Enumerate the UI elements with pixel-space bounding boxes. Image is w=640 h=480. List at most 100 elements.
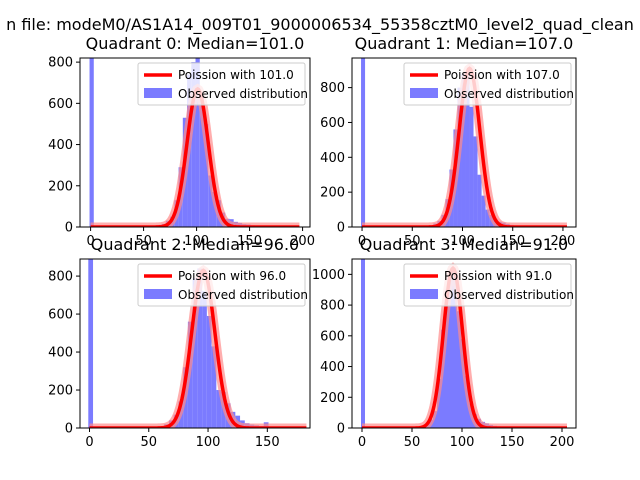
x-tick-label: 100 xyxy=(196,435,221,450)
x-tick-label: 0 xyxy=(358,234,366,249)
y-tick-label: 200 xyxy=(48,384,73,399)
legend-box xyxy=(137,62,306,106)
y-tick-label: 200 xyxy=(48,179,73,194)
histogram-bar xyxy=(469,106,474,227)
histogram-bar xyxy=(88,259,94,428)
x-tick-label: 150 xyxy=(237,234,262,249)
y-tick-label: 400 xyxy=(320,151,345,166)
x-tick-label: 150 xyxy=(500,234,525,249)
y-tick-label: 400 xyxy=(48,346,73,361)
histogram-bar xyxy=(473,136,478,227)
subplot-quadrant-0: 0 50 100 150 200 0 200 400 600 800 Quadrant 0: Med… xyxy=(48,34,315,249)
legend-box xyxy=(403,62,572,106)
y-tick-label: 200 xyxy=(320,391,345,406)
y-tick-label: 600 xyxy=(320,116,345,131)
y-tick-label: 800 xyxy=(48,270,73,285)
legend-label-observed: Observed distribution xyxy=(178,288,308,302)
histogram-bar xyxy=(433,411,437,428)
legend-label-poisson: Poission with 101.0 xyxy=(178,68,294,82)
x-tick-label: 150 xyxy=(255,435,280,450)
y-tick-label: 400 xyxy=(48,138,73,153)
subplot-title: Quadrant 1: Median=107.0 xyxy=(355,34,574,53)
axes-frame xyxy=(351,258,577,429)
y-tick-label: 0 xyxy=(337,422,345,437)
histogram-bar xyxy=(211,346,217,428)
x-tick-label: 50 xyxy=(404,234,421,249)
y-tick-label: 600 xyxy=(48,308,73,323)
histogram-bar xyxy=(449,269,453,428)
y-tick-label: 400 xyxy=(320,360,345,375)
histogram-bar xyxy=(195,58,200,227)
legend-label-observed: Observed distribution xyxy=(444,288,574,302)
subplot-title: Quadrant 2: Median=96.0 xyxy=(91,235,299,254)
histogram-bar xyxy=(461,338,465,428)
axes-frame xyxy=(351,57,577,228)
x-tick-label: 50 xyxy=(135,234,152,249)
histogram-bar xyxy=(208,175,213,227)
x-tick-label: 200 xyxy=(551,234,576,249)
x-tick-label: 0 xyxy=(86,234,94,249)
y-tick-label: 800 xyxy=(320,299,345,314)
y-tick-label: 1000 xyxy=(312,268,345,283)
legend-swatch-observed xyxy=(410,289,438,299)
x-tick-label: 50 xyxy=(404,435,421,450)
histogram-bar xyxy=(89,58,94,227)
legend-swatch-observed xyxy=(144,88,172,98)
y-tick-label: 200 xyxy=(320,186,345,201)
y-tick-label: 600 xyxy=(320,329,345,344)
legend-label-observed: Observed distribution xyxy=(178,87,308,101)
legend-label-poisson: Poission with 107.0 xyxy=(444,68,560,82)
histogram-bar xyxy=(192,277,198,428)
histogram-bar xyxy=(199,95,205,227)
x-tick-label: 150 xyxy=(500,435,525,450)
x-tick-label: 0 xyxy=(358,435,366,450)
legend-label-observed: Observed distribution xyxy=(444,87,574,101)
y-tick-label: 600 xyxy=(48,97,73,112)
histogram-bar xyxy=(457,311,461,428)
plot-area xyxy=(361,259,567,428)
axes-frame xyxy=(79,258,311,429)
histogram-bar xyxy=(206,315,212,428)
axes-frame xyxy=(79,57,311,228)
histogram-bar xyxy=(191,62,196,227)
histogram-bar xyxy=(485,209,490,227)
histogram-bar xyxy=(216,390,222,428)
histogram-bar xyxy=(453,277,457,428)
x-tick-label: 200 xyxy=(550,435,575,450)
subplot-grid: 0 50 100 150 200 0 200 400 600 800 Quadrant 0: Med… xyxy=(48,34,577,450)
subplot-title: Quadrant 0: Median=101.0 xyxy=(86,34,305,53)
x-tick-label: 100 xyxy=(450,234,475,249)
y-tick-label: 800 xyxy=(48,56,73,71)
figure-suptitle: n file: modeM0/AS1A14_009T01_9000006534_… xyxy=(6,15,634,35)
histogram-bar xyxy=(361,58,366,227)
legend-swatch-observed xyxy=(410,88,438,98)
histogram-bar xyxy=(481,195,486,227)
x-tick-label: 100 xyxy=(450,435,475,450)
legend-label-poisson: Poission with 96.0 xyxy=(178,269,286,283)
x-tick-label: 100 xyxy=(184,234,209,249)
subplot-quadrant-1: 0 50 100 150 200 0 200 400 600 800 Quadrant 1: Med… xyxy=(320,34,577,249)
histogram-bar xyxy=(441,329,445,428)
legend-swatch-observed xyxy=(144,289,172,299)
histogram-bar xyxy=(212,191,217,227)
y-tick-label: 800 xyxy=(320,81,345,96)
y-tick-label: 0 xyxy=(65,221,73,236)
x-tick-label: 0 xyxy=(85,435,93,450)
legend-box xyxy=(403,263,572,307)
x-tick-label: 200 xyxy=(290,234,315,249)
subplot-quadrant-2: 0 50 100 150 0 200 400 600 800 Quadrant 2: Median… xyxy=(48,235,311,450)
histogram-bar xyxy=(477,174,482,227)
y-tick-label: 0 xyxy=(337,221,345,236)
histogram-bar xyxy=(461,73,466,227)
histogram-bar xyxy=(197,268,203,428)
poisson-curve xyxy=(362,265,567,428)
histogram-bar xyxy=(204,123,209,227)
histogram-bar xyxy=(202,291,207,428)
histogram-bar xyxy=(465,71,470,227)
x-tick-label: 50 xyxy=(140,435,157,450)
legend-box xyxy=(137,263,306,307)
subplot-title: Quadrant 3: Median=91.0 xyxy=(360,235,568,254)
legend-label-poisson: Poission with 91.0 xyxy=(444,269,552,283)
